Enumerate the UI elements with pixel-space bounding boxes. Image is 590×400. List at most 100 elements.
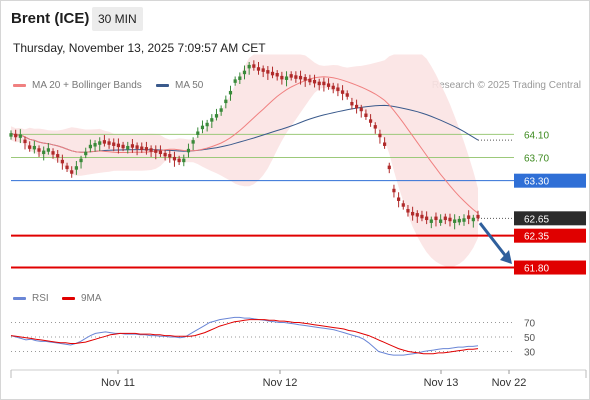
level-badge-4 xyxy=(514,228,586,243)
candle-body xyxy=(177,158,181,163)
candle-body xyxy=(429,219,433,223)
ma20-swatch xyxy=(13,84,26,87)
ma20-line xyxy=(10,76,479,214)
candle-body xyxy=(14,133,18,138)
candle-body xyxy=(65,165,69,170)
rsi-level-label-1: 50 xyxy=(524,333,536,344)
candle-body xyxy=(270,71,275,76)
candle-body xyxy=(51,151,55,155)
ma50-swatch xyxy=(156,84,169,87)
x-tick-label: Nov 22 xyxy=(492,377,527,389)
candle-body xyxy=(9,133,13,137)
x-tick-label: Nov 12 xyxy=(263,377,298,389)
candle-body xyxy=(322,81,326,86)
candle-body xyxy=(149,148,153,152)
candle-body xyxy=(70,170,74,174)
candle-body xyxy=(154,149,158,153)
candle-body xyxy=(107,141,111,145)
level-label-2: 63.30 xyxy=(524,177,549,188)
candle-body xyxy=(387,165,391,170)
candle-body xyxy=(32,145,36,150)
candle-body xyxy=(98,141,102,145)
rsi-level-label-0: 70 xyxy=(524,319,536,330)
legend-ma20: MA 20 + Bollinger Bands xyxy=(13,80,142,91)
candle-body xyxy=(266,70,270,74)
instrument-title: Brent (ICE) xyxy=(11,10,90,27)
candle-body xyxy=(121,144,125,149)
candle-body xyxy=(420,214,424,219)
candle-body xyxy=(18,134,22,138)
candle-body xyxy=(74,166,78,170)
candle-body xyxy=(224,99,228,104)
candle-body xyxy=(200,125,205,130)
candle-body xyxy=(378,133,382,138)
candle-body xyxy=(261,68,265,72)
candle-body xyxy=(359,107,363,112)
candle-body xyxy=(228,90,233,95)
rsi-line xyxy=(10,316,479,356)
candle-body xyxy=(284,76,289,80)
candle-body xyxy=(364,113,368,117)
candle-body xyxy=(56,154,60,158)
legend-rsi: RSI xyxy=(13,293,49,304)
candle-body xyxy=(411,211,415,216)
ma50-legend-label: MA 50 xyxy=(175,80,204,91)
rsi-9ma-line xyxy=(10,319,479,355)
candle-body xyxy=(233,79,237,83)
candle-body xyxy=(275,73,279,77)
candle-body xyxy=(280,75,284,80)
chart-datetime: Thursday, November 13, 2025 7:09:57 AM C… xyxy=(13,41,266,55)
level-badge-2 xyxy=(514,173,586,188)
candle-body xyxy=(238,76,242,80)
candle-body xyxy=(102,140,106,144)
candle-body xyxy=(23,139,27,144)
candle-body xyxy=(28,145,32,149)
candle-body xyxy=(93,143,97,147)
candle-body xyxy=(289,74,293,78)
candle-body xyxy=(457,218,461,223)
projection-arrow-head xyxy=(500,250,512,265)
candle-body xyxy=(448,217,452,222)
candle-body xyxy=(434,216,438,221)
candle-body xyxy=(425,216,429,221)
candle-body xyxy=(303,77,307,81)
candle-body xyxy=(336,87,340,91)
level-badge-3 xyxy=(514,211,586,226)
candle-body xyxy=(397,197,401,201)
candle-body xyxy=(191,140,195,144)
x-tick-label: Nov 11 xyxy=(101,377,135,389)
candle-body xyxy=(345,93,349,97)
candle-body xyxy=(210,118,214,122)
candle-body xyxy=(247,64,251,69)
candle-body xyxy=(252,64,256,68)
candle-body xyxy=(368,119,373,123)
candle-body xyxy=(462,218,466,222)
level-label-5: 61.80 xyxy=(524,264,549,275)
candle-body xyxy=(88,144,92,149)
candle-body xyxy=(116,143,121,148)
rsi-swatch xyxy=(13,297,26,300)
ma9-swatch xyxy=(62,297,75,300)
legend-9ma: 9MA xyxy=(62,293,102,304)
x-tick-label: Nov 13 xyxy=(424,377,459,389)
candle-body xyxy=(205,122,209,127)
candle-body xyxy=(126,145,130,150)
rsi-legend-label: RSI xyxy=(32,293,49,304)
candle-body xyxy=(439,219,443,223)
candle-body xyxy=(214,114,219,118)
projection-arrow-shaft xyxy=(478,222,510,260)
candle-body xyxy=(415,213,419,217)
candle-body xyxy=(168,154,172,158)
candle-body xyxy=(312,79,317,84)
candle-body xyxy=(144,147,149,151)
candle-body xyxy=(158,150,163,155)
timeframe-button[interactable]: 30 MIN xyxy=(92,7,143,31)
level-label-0: 64.10 xyxy=(524,130,549,141)
candle-body xyxy=(326,83,331,87)
candle-body xyxy=(354,104,359,109)
candle-body xyxy=(219,108,223,112)
ma20-legend-label: MA 20 + Bollinger Bands xyxy=(32,80,142,91)
candle-body xyxy=(401,203,405,207)
candle-body xyxy=(186,148,191,153)
